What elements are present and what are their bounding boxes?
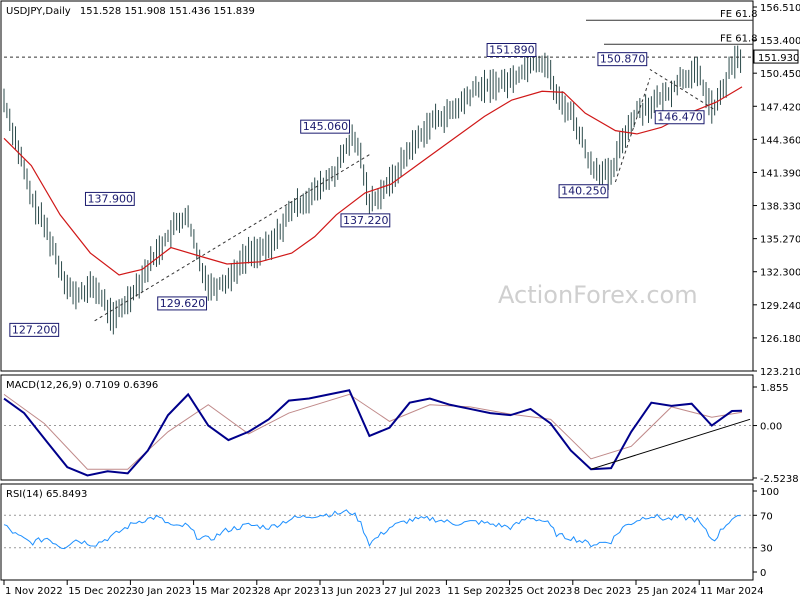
- swing-label-box: [597, 52, 648, 67]
- x-tick-label: 13 Jun 2023: [321, 586, 381, 597]
- x-tick-label: 11 Mar 2024: [700, 586, 763, 597]
- x-tick-label: 8 Dec 2023: [574, 586, 632, 597]
- price-tick-label: 123.210: [760, 367, 800, 378]
- watermark: ActionForex.com: [498, 281, 698, 309]
- swing-label-box: [486, 43, 537, 58]
- current-price-box: [753, 49, 799, 64]
- swing-label-box: [558, 184, 609, 199]
- price-tick-label: 153.400: [760, 36, 800, 47]
- chart-title: USDJPY,Daily: [6, 6, 71, 17]
- price-tick-label: 135.270: [760, 235, 800, 246]
- swing-label-box: [84, 191, 135, 206]
- price-tick-label: 147.420: [760, 102, 800, 113]
- swing-label: 150.870: [600, 53, 646, 66]
- price-tick-label: 138.330: [760, 202, 800, 213]
- swing-label: 137.220: [343, 214, 389, 227]
- price-tick-label: 126.180: [760, 334, 800, 345]
- x-tick-label: 30 Jan 2023: [131, 586, 191, 597]
- price-panel: [0, 0, 754, 372]
- macd-tick-label: 0.00: [760, 422, 782, 433]
- fe-label: FE 61.8: [720, 33, 758, 44]
- x-tick-label: 11 Sep 2023: [447, 586, 510, 597]
- macd-tick-label: -2.5238: [760, 474, 799, 485]
- x-tick-label: 1 Nov 2022: [5, 586, 63, 597]
- macd-title: MACD(12,26,9) 0.7109 0.6396: [6, 380, 158, 391]
- price-tick-label: 156.510: [760, 3, 800, 14]
- x-tick-label: 15 Mar 2023: [195, 586, 258, 597]
- price-tick-label: 150.450: [760, 69, 800, 80]
- price-tick-label: 144.360: [760, 135, 800, 146]
- rsi-tick-label: 70: [760, 511, 773, 522]
- swing-label: 151.890: [489, 44, 535, 57]
- price-tick-label: 129.240: [760, 301, 800, 312]
- swing-label: 129.620: [160, 297, 206, 310]
- x-tick-label: 25 Jan 2024: [637, 586, 697, 597]
- x-tick-label: 25 Oct 2023: [511, 586, 573, 597]
- macd-line: [3, 389, 743, 477]
- swing-label-box: [340, 213, 391, 228]
- macd-tick-label: 1.855: [760, 383, 789, 394]
- trendline: [614, 78, 651, 183]
- rsi-tick-label: 100: [760, 487, 779, 498]
- sma-line: [3, 86, 743, 276]
- x-tick-label: 27 Jul 2023: [384, 586, 441, 597]
- swing-label: 127.200: [12, 323, 58, 336]
- price-tick-label: 141.390: [760, 168, 800, 179]
- macd-panel: [0, 374, 754, 481]
- swing-label: 146.470: [657, 111, 703, 124]
- swing-label-box: [157, 296, 208, 311]
- swing-label-box: [9, 322, 60, 337]
- x-tick-label: 15 Dec 2022: [68, 586, 132, 597]
- rsi-tick-label: 30: [760, 544, 773, 555]
- ohlc-values: 151.528 151.908 151.436 151.839: [80, 6, 255, 17]
- swing-label-box: [300, 119, 351, 134]
- x-tick-label: 28 Apr 2023: [258, 586, 320, 597]
- rsi-line: [3, 509, 741, 550]
- current-price-label: 151.930: [758, 53, 799, 64]
- chart-header: USDJPY,Daily 151.528 151.908 151.436 151…: [6, 6, 255, 17]
- price-tick-label: 132.300: [760, 268, 800, 279]
- trendline: [649, 68, 714, 110]
- macd-trendline: [590, 418, 751, 470]
- rsi-title: RSI(14) 65.8493: [6, 489, 87, 500]
- rsi-tick-label: 0: [760, 568, 766, 579]
- swing-label-box: [654, 110, 705, 125]
- swing-label: 137.900: [87, 192, 133, 205]
- fe-label: FE 61.8: [720, 9, 758, 20]
- swing-label: 140.250: [561, 185, 607, 198]
- rsi-panel: [0, 483, 754, 581]
- macd-signal-line: [3, 393, 743, 470]
- swing-label: 145.060: [303, 120, 349, 133]
